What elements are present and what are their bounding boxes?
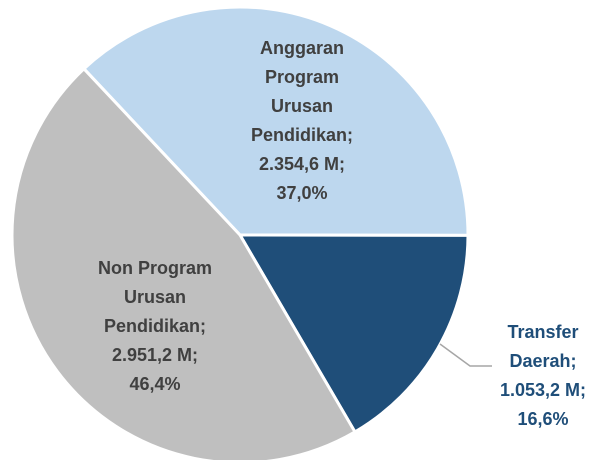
slice-label: Non Program Urusan Pendidikan; 2.951,2 M;… (90, 254, 220, 399)
pie-slice (237, 233, 470, 434)
value-label: 2.354,6 M; (258, 154, 346, 174)
percent-label: 46,4% (129, 374, 181, 394)
category-label: Transfer Daerah; (507, 322, 579, 371)
value-label: 2.951,2 M; (111, 345, 199, 365)
category-label: Anggaran Program Urusan Pendidikan; (250, 38, 353, 145)
value-label: 1.053,2 M; (499, 380, 587, 400)
leader-line (439, 343, 492, 367)
pie-slice (10, 66, 358, 460)
slice-label: Transfer Daerah; 1.053,2 M; 16,6% (488, 318, 598, 434)
pie-slice (81, 5, 470, 237)
slice-label: Anggaran Program Urusan Pendidikan; 2.354… (232, 34, 372, 208)
percent-label: 37,0% (276, 183, 328, 203)
percent-label: 16,6% (517, 409, 569, 429)
category-label: Non Program Urusan Pendidikan; (97, 258, 212, 336)
